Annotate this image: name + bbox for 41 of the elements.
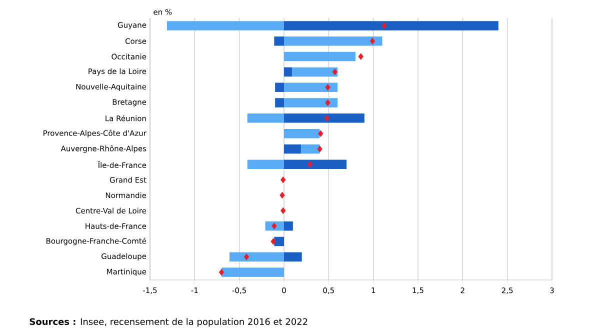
bar [284,144,301,154]
point [370,38,376,45]
point [272,222,277,230]
bar [274,36,284,46]
bar [166,21,284,30]
bar [230,252,284,262]
bar [284,221,293,231]
point [280,207,286,214]
bar [284,160,347,170]
bar [284,52,356,62]
bar [274,236,284,246]
bar [284,36,382,46]
point [307,161,313,168]
point [270,238,276,245]
bar [284,114,364,123]
point [381,22,387,30]
point [358,53,364,60]
bar [275,98,284,108]
text: Sources : Insee, recensement de la population 2016 et 2022 [30,318,308,327]
point [317,146,322,152]
bar [284,98,338,108]
bar [292,67,338,77]
point [332,68,338,76]
point [280,176,286,184]
bar [275,82,284,92]
point [218,268,224,276]
point [280,192,285,199]
bar [284,67,292,77]
bar [284,21,498,30]
bar [247,114,284,123]
bar [221,268,284,277]
point [325,84,330,91]
point [324,114,330,122]
bar [284,252,302,262]
bar [284,82,338,92]
point [244,253,250,260]
bar [300,144,320,154]
bar [284,128,320,138]
bar [247,160,284,170]
point [325,99,330,106]
point [318,130,324,137]
